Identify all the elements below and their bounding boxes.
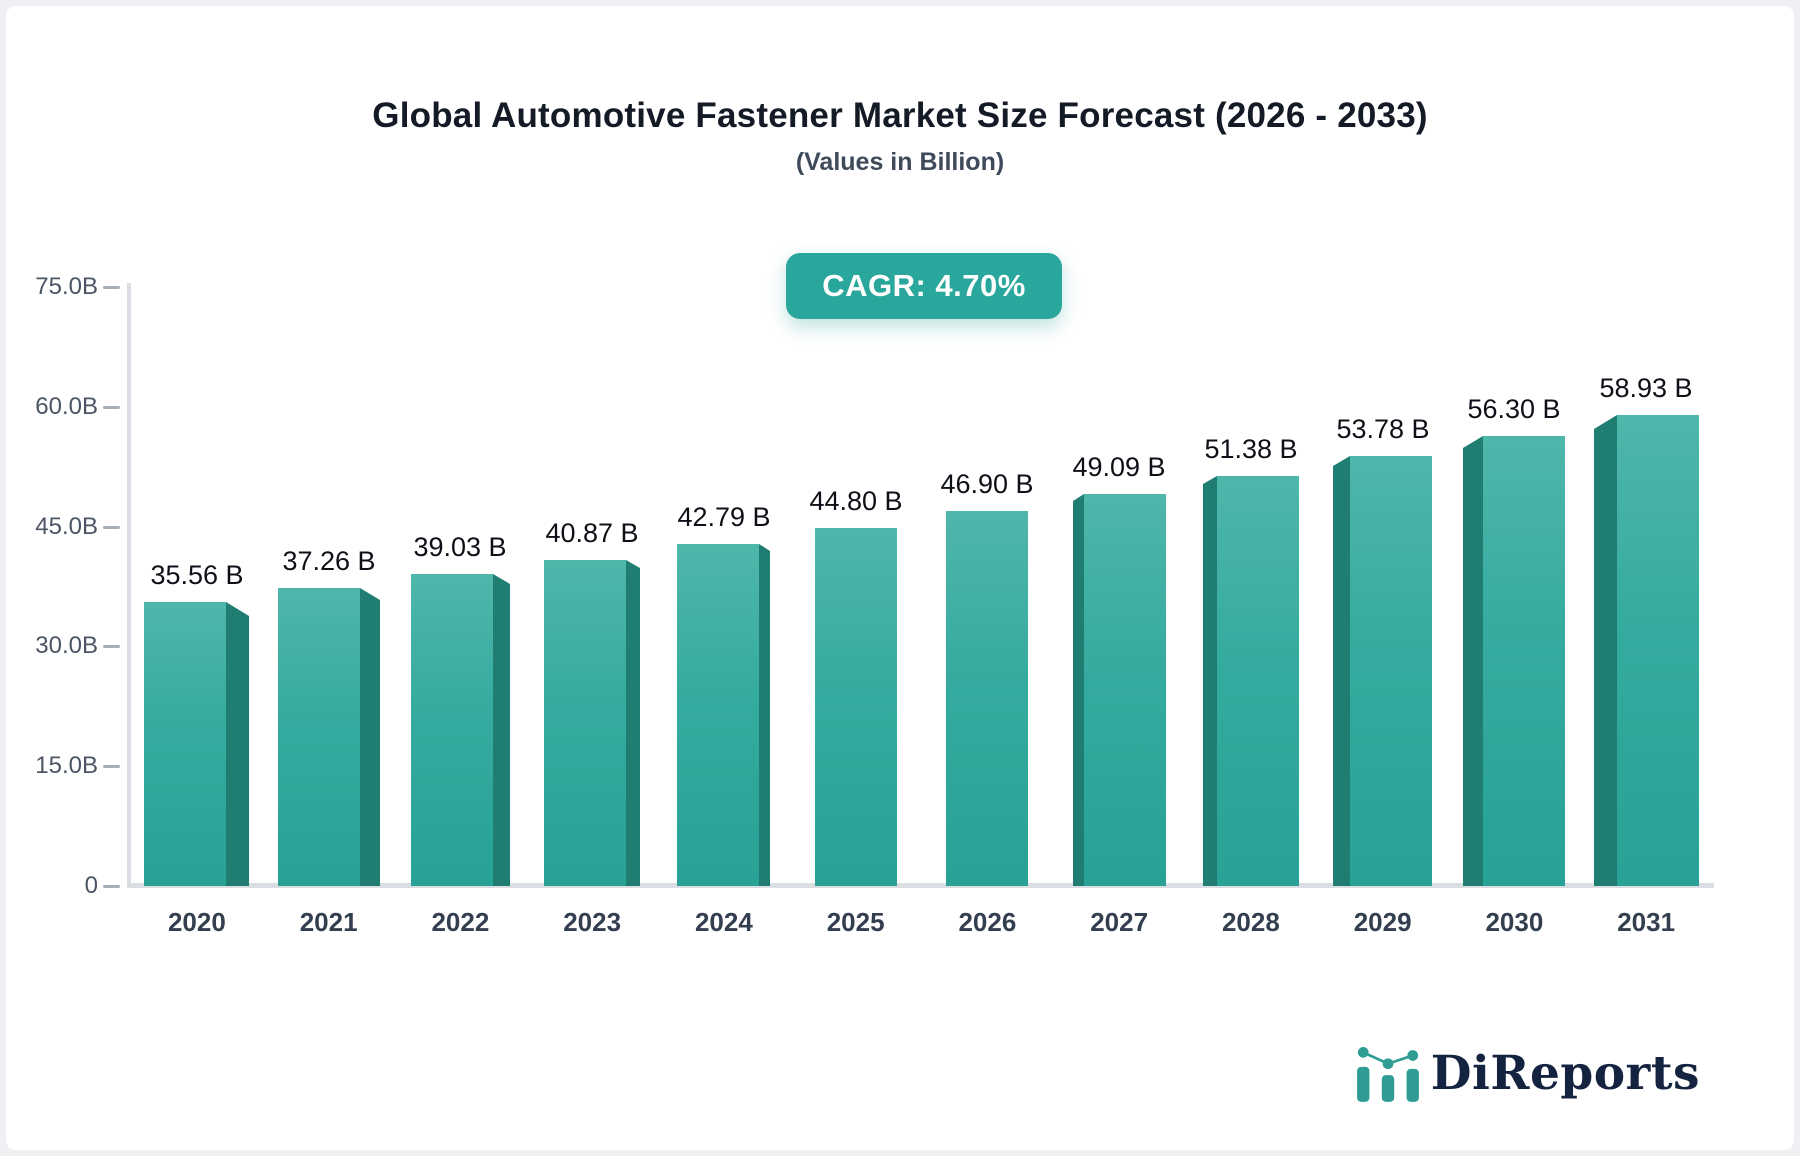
x-axis-label-2031: 2031 — [1617, 907, 1676, 937]
bar-2020 — [144, 602, 226, 886]
logo-text: DiReports — [1430, 1045, 1700, 1101]
bar-2030 — [1483, 436, 1565, 886]
direports-logo: DiReports — [1355, 1044, 1700, 1102]
chart-title: Global Automotive Fastener Market Size F… — [372, 96, 1428, 135]
bar-side-face — [759, 544, 770, 886]
bar-value-label: 42.79 B — [677, 502, 771, 532]
x-axis-label-2024: 2024 — [694, 907, 753, 937]
cagr-badge: CAGR: 4.70% — [786, 253, 1062, 319]
bar-value-label: 56.30 B — [1467, 394, 1561, 424]
bar-side-face — [1333, 456, 1350, 886]
bar-value-label: 49.09 B — [1072, 452, 1166, 482]
y-axis-tick-mark — [103, 525, 120, 529]
bar-side-face — [360, 588, 380, 886]
bar-value-label: 46.90 B — [940, 469, 1034, 499]
bar-2027 — [1084, 494, 1166, 886]
x-axis-label-2023: 2023 — [563, 907, 622, 937]
x-axis-baseline — [127, 883, 1714, 888]
y-axis-line — [127, 283, 131, 886]
bar-2023 — [544, 560, 626, 886]
bar-value-label: 35.56 B — [150, 560, 244, 590]
y-axis-tick-label: 60.0B — [35, 392, 98, 420]
x-axis-label-2025: 2025 — [826, 907, 885, 937]
y-axis-tick-label: 15.0B — [35, 752, 98, 780]
bar-value-label: 53.78 B — [1336, 414, 1430, 444]
bar-2031 — [1617, 415, 1699, 886]
x-axis-label-2029: 2029 — [1353, 907, 1412, 937]
x-axis-label-2028: 2028 — [1221, 907, 1280, 937]
x-axis-label-2030: 2030 — [1485, 907, 1544, 937]
bar-2028 — [1217, 476, 1299, 886]
y-axis-tick-label: 30.0B — [35, 632, 98, 660]
bar-2022 — [411, 574, 493, 886]
bar-value-label: 58.93 B — [1599, 373, 1693, 403]
y-axis-tick-label: 45.0B — [35, 512, 98, 540]
y-axis-tick-label: 0 — [84, 872, 98, 899]
y-axis-tick-mark — [103, 405, 120, 409]
bar-side-face — [1203, 476, 1217, 886]
y-axis-tick-mark — [103, 645, 120, 649]
bar-side-face — [226, 602, 249, 886]
x-axis-label-2020: 2020 — [167, 907, 226, 937]
bar-value-label: 44.80 B — [809, 486, 903, 516]
bar-value-label: 37.26 B — [282, 546, 376, 576]
bar-2025 — [815, 528, 897, 886]
bar-side-face — [626, 560, 640, 886]
x-axis-label-2022: 2022 — [431, 907, 490, 937]
bar-chart-logo-icon — [1356, 1047, 1419, 1102]
bar-value-label: 51.38 B — [1204, 434, 1298, 464]
bar-value-label: 40.87 B — [545, 518, 639, 548]
bar-side-face — [493, 574, 510, 886]
y-axis-tick-mark — [103, 286, 120, 289]
bar-side-face — [1594, 415, 1617, 886]
bar-side-face — [1073, 494, 1084, 886]
y-axis-tick-mark — [103, 885, 120, 888]
bar-side-face — [1463, 436, 1483, 886]
bar-2026 — [946, 511, 1028, 886]
x-axis-label-2021: 2021 — [299, 907, 358, 937]
chart-subtitle: (Values in Billion) — [795, 148, 1005, 176]
bar-2021 — [278, 588, 360, 886]
x-axis-label-2026: 2026 — [958, 907, 1017, 937]
y-axis-tick-mark — [103, 765, 120, 769]
bar-2029 — [1350, 456, 1432, 886]
bar-2024 — [677, 544, 759, 886]
bar-value-label: 39.03 B — [413, 532, 507, 562]
y-axis-tick-label: 75.0B — [35, 273, 98, 300]
x-axis-label-2027: 2027 — [1090, 907, 1149, 937]
